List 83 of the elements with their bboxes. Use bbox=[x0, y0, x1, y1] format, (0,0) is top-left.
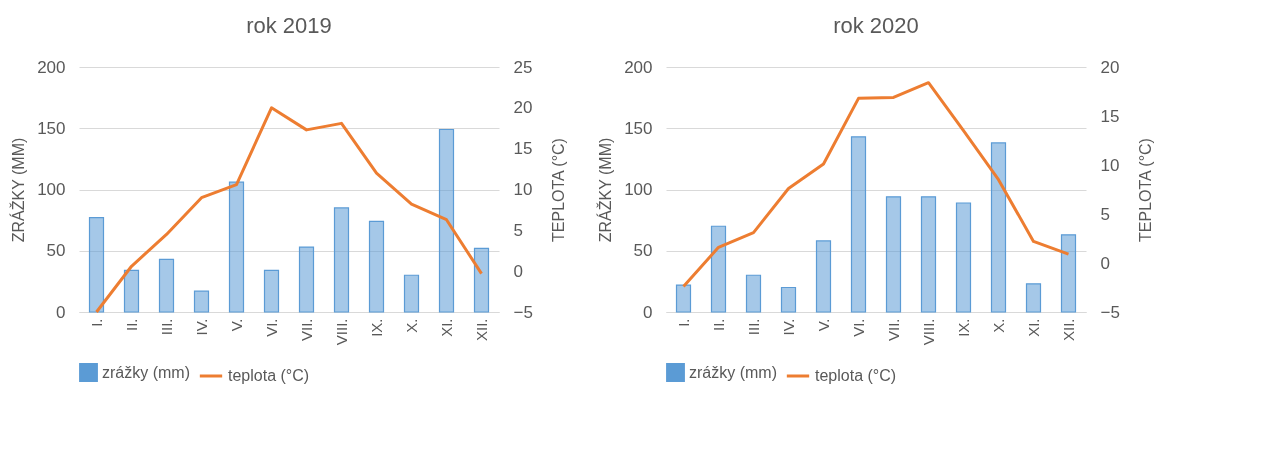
bar bbox=[473, 247, 490, 313]
y-tick-label: 0 bbox=[56, 302, 66, 322]
bar bbox=[158, 258, 175, 313]
x-tick-label: VI. bbox=[849, 318, 867, 337]
x-tick-label: V. bbox=[814, 318, 832, 332]
y2-tick-label: 20 bbox=[513, 98, 533, 118]
legend-label: zrážky (mm) bbox=[102, 363, 190, 381]
x-tick-label: III. bbox=[744, 318, 762, 336]
bar bbox=[123, 269, 140, 313]
bar bbox=[885, 196, 902, 313]
bar bbox=[780, 286, 797, 313]
bar bbox=[1025, 283, 1042, 313]
y2-axis-title: TEPLOTA (°C) bbox=[549, 138, 567, 242]
x-tick-label: X. bbox=[989, 318, 1007, 333]
y-tick-label: 200 bbox=[37, 57, 66, 77]
y2-tick-label: −5 bbox=[513, 302, 533, 322]
x-tick-label: XII. bbox=[472, 318, 490, 342]
x-tick-label: IV. bbox=[779, 318, 797, 336]
bar bbox=[193, 290, 210, 313]
bar bbox=[298, 246, 315, 313]
y2-tick-label: −5 bbox=[1100, 302, 1120, 322]
y2-tick-label: 15 bbox=[1100, 106, 1120, 126]
bar bbox=[1060, 234, 1077, 313]
y-tick-label: 200 bbox=[624, 57, 653, 77]
x-tick-label: XII. bbox=[1059, 318, 1077, 342]
y-tick-label: 50 bbox=[46, 241, 66, 261]
x-tick-label: VIII. bbox=[919, 318, 937, 346]
x-tick-label: II. bbox=[122, 318, 140, 332]
bar bbox=[955, 202, 972, 313]
bar bbox=[403, 274, 420, 313]
bar bbox=[263, 269, 280, 313]
chart-title: rok 2020 bbox=[833, 13, 919, 38]
y2-tick-label: 10 bbox=[513, 180, 533, 199]
line-series bbox=[682, 81, 1070, 289]
bar bbox=[710, 225, 727, 313]
y2-axis-title: TEPLOTA (°C) bbox=[1136, 138, 1154, 242]
bar bbox=[920, 196, 937, 313]
x-tick-label: IX. bbox=[367, 318, 385, 337]
y-axis-title: ZRÁŽKY (MM) bbox=[596, 137, 615, 243]
legend-label: teplota (°C) bbox=[228, 367, 310, 384]
bar bbox=[438, 128, 455, 313]
x-tick-label: X. bbox=[402, 318, 420, 333]
y-axis-title: ZRÁŽKY (MM) bbox=[9, 137, 28, 243]
y-tick-label: 150 bbox=[37, 118, 66, 138]
x-tick-label: VI. bbox=[262, 318, 280, 337]
bar bbox=[88, 217, 105, 313]
y-tick-label: 50 bbox=[633, 241, 653, 261]
y2-tick-label: 0 bbox=[513, 261, 523, 281]
x-tick-label: II. bbox=[709, 318, 727, 332]
x-tick-label: XI. bbox=[437, 318, 455, 337]
y-tick-label: 100 bbox=[624, 180, 653, 199]
bar bbox=[745, 274, 762, 313]
y2-tick-label: 5 bbox=[1100, 204, 1110, 224]
y2-tick-label: 10 bbox=[1100, 155, 1120, 175]
y2-tick-label: 25 bbox=[513, 57, 533, 77]
x-tick-label: XI. bbox=[1024, 318, 1042, 337]
chart-title: rok 2019 bbox=[246, 13, 332, 38]
x-tick-label: VII. bbox=[297, 318, 315, 342]
x-tick-label: IX. bbox=[954, 318, 972, 337]
legend-label: teplota (°C) bbox=[815, 367, 897, 384]
x-tick-label: VIII. bbox=[332, 318, 350, 346]
line-series bbox=[95, 106, 483, 314]
x-tick-label: I. bbox=[87, 318, 105, 327]
y2-tick-label: 15 bbox=[513, 139, 533, 159]
bar bbox=[675, 284, 692, 313]
y-tick-label: 0 bbox=[643, 302, 653, 322]
y2-tick-label: 5 bbox=[513, 220, 523, 240]
x-tick-label: I. bbox=[674, 318, 692, 327]
bar bbox=[333, 207, 350, 313]
x-tick-label: IV. bbox=[192, 318, 210, 336]
legend-label: zrážky (mm) bbox=[689, 363, 777, 381]
x-tick-label: VII. bbox=[884, 318, 902, 342]
y-tick-label: 150 bbox=[624, 118, 653, 138]
x-tick-label: III. bbox=[157, 318, 175, 336]
y2-tick-label: 20 bbox=[1100, 57, 1120, 77]
bar bbox=[228, 181, 245, 313]
x-tick-label: V. bbox=[227, 318, 245, 332]
bar bbox=[368, 220, 385, 313]
bar bbox=[815, 240, 832, 313]
bar bbox=[990, 142, 1007, 313]
bar bbox=[850, 136, 867, 313]
y2-tick-label: 0 bbox=[1100, 253, 1110, 273]
y-tick-label: 100 bbox=[37, 180, 66, 199]
